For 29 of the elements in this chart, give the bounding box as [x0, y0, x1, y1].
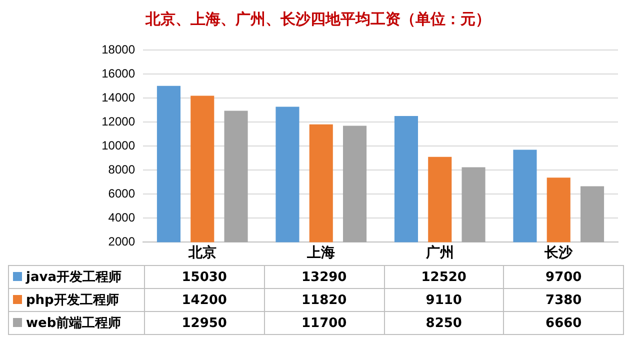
data-label: 9700 [504, 266, 624, 288]
data-label: 14200 [144, 288, 264, 312]
x-tick-label: 长沙 [544, 245, 574, 262]
chart-title: 北京、上海、广州、长沙四地平均工资（单位：元） [144, 9, 492, 30]
legend-label: php开发工程师 [26, 293, 119, 308]
data-label: 7380 [504, 288, 624, 312]
data-label: 11820 [264, 288, 384, 312]
data-label: 12520 [384, 266, 504, 288]
data-label: 15030 [144, 266, 264, 288]
y-tick-label: 12000 [102, 114, 136, 129]
data-label: 6660 [504, 312, 624, 334]
y-tick-label: 6000 [108, 186, 136, 201]
legend-label: java开发工程师 [26, 270, 122, 285]
y-tick-label: 2000 [108, 234, 136, 249]
y-tick-label: 18000 [102, 42, 136, 57]
y-tick-label: 8000 [108, 162, 136, 177]
data-label: 9110 [384, 288, 504, 312]
data-label: 13290 [264, 266, 384, 288]
y-tick-label: 14000 [102, 90, 136, 105]
x-tick-label: 北京 [187, 244, 216, 262]
data-label: 11700 [264, 312, 384, 334]
x-tick-label: 广州 [424, 244, 454, 262]
data-label: 12950 [144, 312, 264, 334]
y-tick-label: 16000 [102, 66, 136, 81]
x-tick-label: 上海 [306, 245, 336, 262]
y-tick-label: 4000 [108, 210, 136, 225]
data-label: 8250 [384, 312, 504, 334]
y-tick-label: 10000 [102, 138, 136, 153]
legend-label: web前端工程师 [26, 316, 122, 331]
